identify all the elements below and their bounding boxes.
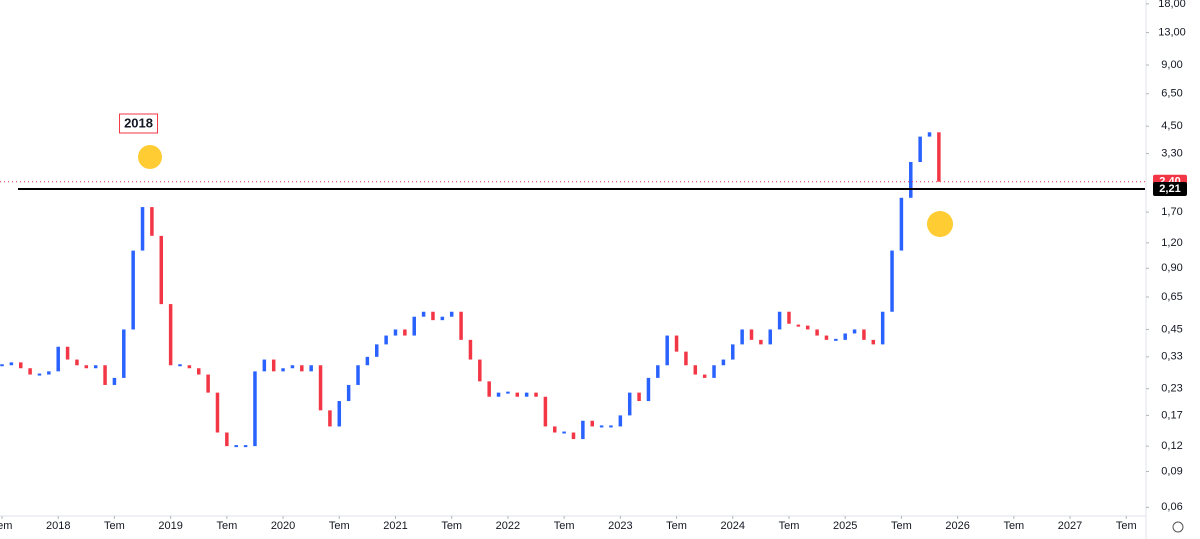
x-tick-label: 2022 [496,520,520,532]
x-tick-label: Tem [441,520,462,532]
x-tick-label: Tem [554,520,575,532]
y-tick-label: 0,65 [1161,291,1182,303]
pointer-icon [927,211,953,237]
y-tick-label: 0,12 [1161,440,1182,452]
y-tick-label: 0,06 [1161,501,1182,513]
x-tick-label: 2023 [608,520,632,532]
x-tick-label: 2020 [271,520,295,532]
x-tick-label: 2027 [1058,520,1082,532]
y-tick-label: 9,00 [1161,59,1182,71]
pointer-icon [138,145,162,169]
x-tick-label: Tem [1003,520,1024,532]
y-tick-label: 0,33 [1161,351,1182,363]
y-tick-label: 3,30 [1161,147,1182,159]
y-tick-label: 0,09 [1161,465,1182,477]
x-tick-label: 2019 [158,520,182,532]
x-tick-label: 2018 [46,520,70,532]
x-tick-label: 2026 [945,520,969,532]
x-tick-label: Tem [779,520,800,532]
x-tick-label: Tem [329,520,350,532]
y-tick-label: 6,50 [1161,88,1182,100]
x-tick-label: 2025 [833,520,857,532]
settings-icon[interactable] [1172,521,1184,533]
y-tick-label: 0,17 [1161,409,1182,421]
x-tick-label: 2024 [721,520,745,532]
x-tick-label: Tem [216,520,237,532]
y-tick-label: 1,20 [1161,237,1182,249]
annotation-text: 2018 [124,115,153,130]
x-tick-label: Tem [891,520,912,532]
x-tick-label: Tem [666,520,687,532]
y-tick-label: 1,70 [1161,206,1182,218]
x-tick-label: Tem [104,520,125,532]
y-tick-label: 0,45 [1161,323,1182,335]
price-badge-label: 2,21 [1159,183,1180,195]
x-tick-label: Tem [1116,520,1137,532]
price-badge [1153,181,1187,196]
annotation-box [119,113,159,134]
y-tick-label: 18,00 [1158,0,1186,10]
y-tick-label: 0,23 [1161,383,1182,395]
y-tick-label: 4,50 [1161,120,1182,132]
y-tick-label: 0,90 [1161,262,1182,274]
x-tick-label: Tem [0,520,12,532]
x-tick-label: 2021 [383,520,407,532]
y-tick-label: 13,00 [1158,26,1186,38]
